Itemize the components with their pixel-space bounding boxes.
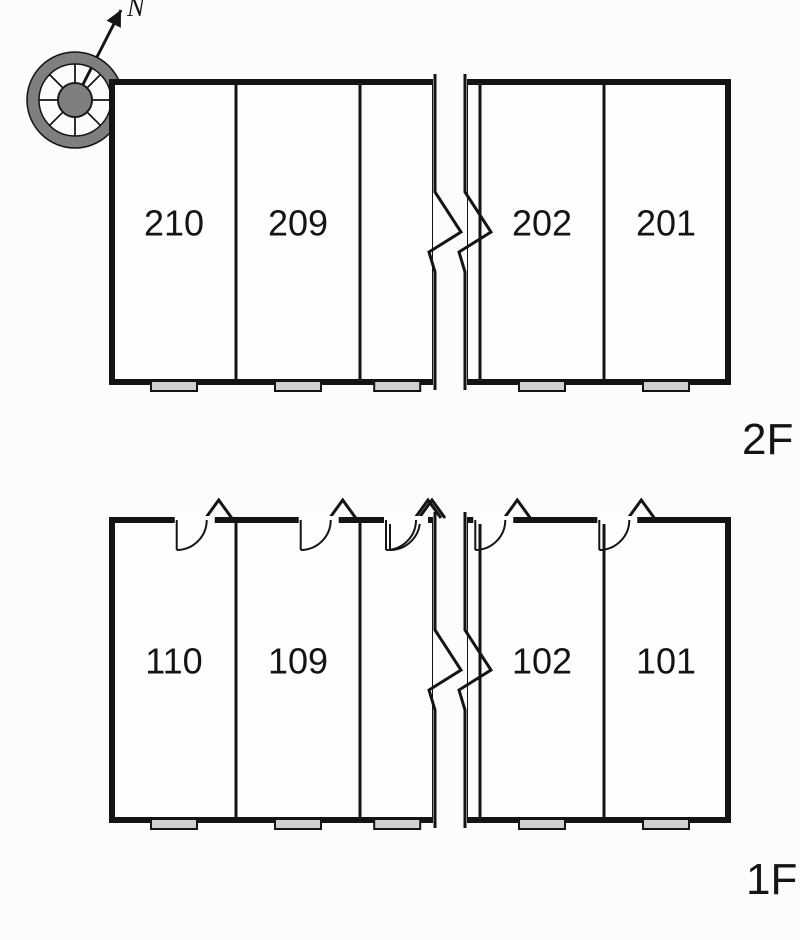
floorplan-diagram: N 210 209 202 201 2F 110 109 102 101 1F (0, 0, 800, 940)
room-label: 202 (512, 203, 572, 244)
window-icon (275, 381, 321, 391)
room-label: 209 (268, 203, 328, 244)
room-label: 109 (268, 641, 328, 682)
window-icon (151, 381, 197, 391)
compass-n-label: N (126, 0, 146, 22)
window-icon (374, 381, 420, 391)
window-icon (374, 819, 420, 829)
floor-label: 2F (742, 415, 793, 464)
room-label: 101 (636, 641, 696, 682)
window-icon (643, 381, 689, 391)
room-label: 102 (512, 641, 572, 682)
window-icon (519, 381, 565, 391)
window-icon (275, 819, 321, 829)
floor-label: 1F (746, 855, 797, 904)
window-icon (151, 819, 197, 829)
window-icon (643, 819, 689, 829)
window-icon (519, 819, 565, 829)
room-label: 110 (145, 641, 202, 682)
room-label: 201 (636, 203, 696, 244)
room-label: 210 (144, 203, 204, 244)
